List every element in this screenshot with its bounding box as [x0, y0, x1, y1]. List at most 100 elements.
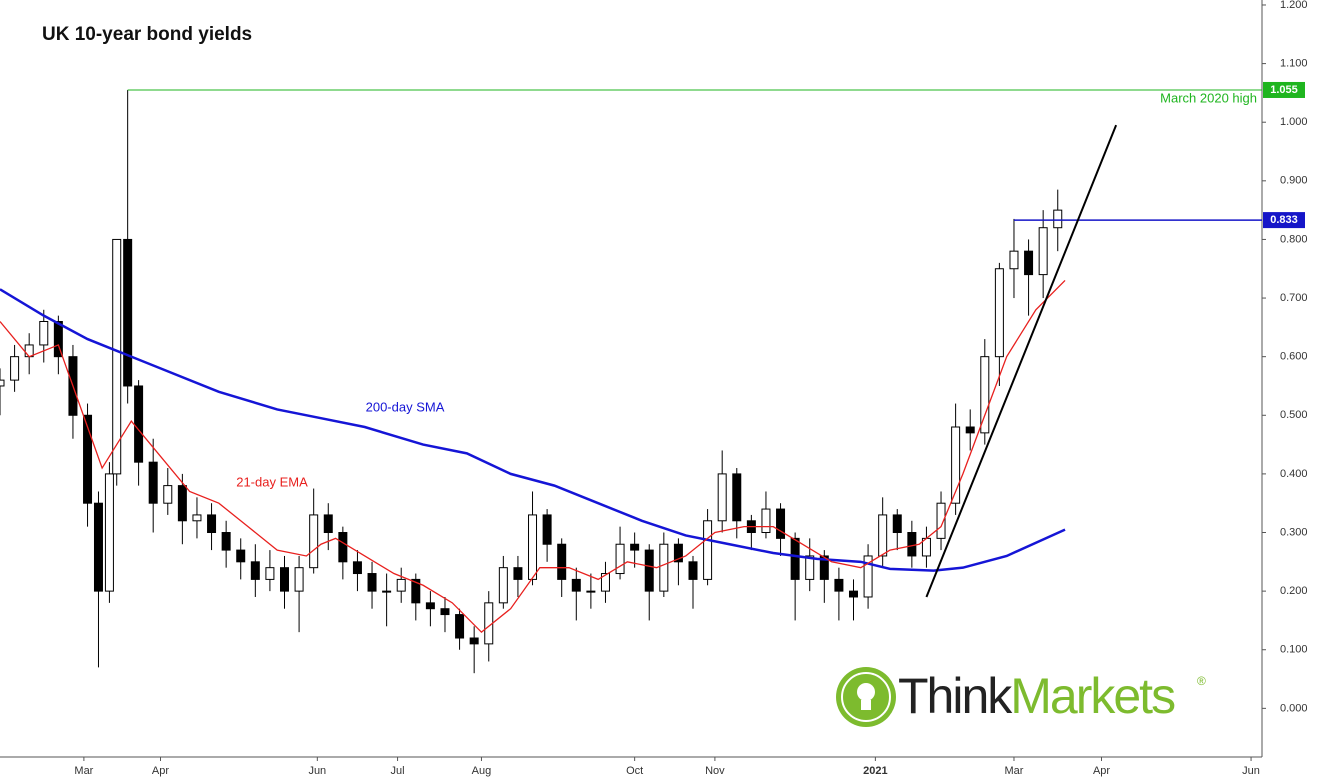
- logo-think: Think: [898, 668, 1013, 724]
- y-tick-label: 0.000: [1280, 702, 1308, 714]
- chart-title: UK 10-year bond yields: [42, 24, 252, 45]
- series-label: 200-day SMA: [366, 399, 445, 414]
- candle-body: [673, 543, 683, 563]
- candle-body: [1038, 227, 1048, 276]
- level-badge-label: 0.833: [1270, 214, 1298, 226]
- logo-icon: [836, 667, 896, 727]
- candle-body: [309, 514, 319, 569]
- candle-body: [440, 608, 450, 616]
- level-badge-label: 1.055: [1270, 84, 1298, 96]
- candle-body: [425, 602, 435, 610]
- logo-text: ThinkMarkets: [898, 668, 1175, 724]
- candle-body: [83, 414, 93, 504]
- y-tick-label: 1.000: [1280, 116, 1308, 128]
- y-tick-label: 0.700: [1280, 292, 1308, 304]
- candle-body: [863, 555, 873, 598]
- candle-body: [732, 473, 742, 522]
- candle-body: [294, 567, 304, 592]
- logo-mark: ®: [1197, 674, 1206, 688]
- x-tick-label: Apr: [152, 765, 169, 777]
- candle-body: [980, 356, 990, 434]
- x-tick-label: Jun: [308, 765, 326, 777]
- candle-body: [528, 514, 538, 580]
- candle-body: [951, 426, 961, 504]
- candle-body: [192, 514, 202, 522]
- x-tick-label: Apr: [1093, 765, 1110, 777]
- candle-body: [469, 637, 479, 645]
- candle-body: [1009, 250, 1019, 270]
- candle-body: [659, 543, 669, 592]
- candle-body: [338, 532, 348, 563]
- level-badge: [1263, 81, 1305, 98]
- candle-body: [586, 590, 596, 593]
- x-tick-label: 2021: [863, 765, 887, 777]
- candle-body: [207, 514, 217, 534]
- candle-body: [994, 268, 1004, 358]
- candle-body: [571, 578, 581, 592]
- x-tick-label: Mar: [1005, 765, 1024, 777]
- x-tick-label: Jun: [1242, 765, 1260, 777]
- y-tick-label: 1.100: [1280, 58, 1308, 70]
- candle-body: [352, 561, 362, 575]
- x-tick-label: Aug: [472, 765, 492, 777]
- candle-body: [382, 590, 392, 593]
- candle-body: [323, 514, 333, 534]
- series-label: 21-day EMA: [236, 474, 308, 489]
- candle-body: [513, 567, 523, 580]
- candle-body: [498, 567, 508, 604]
- candle-body: [39, 320, 49, 346]
- candle-body: [703, 520, 713, 580]
- candle-body: [557, 543, 567, 580]
- candle-body: [177, 485, 187, 522]
- x-tick-label: Nov: [705, 765, 725, 777]
- candle-body: [0, 379, 5, 387]
- candle-body: [644, 549, 654, 592]
- candle-body: [761, 508, 771, 534]
- candle-body: [93, 502, 103, 592]
- x-tick-label: Mar: [74, 765, 93, 777]
- x-tick-label: Jul: [391, 765, 405, 777]
- candle-body: [776, 508, 786, 539]
- candle-body: [104, 473, 114, 592]
- level-name: March 2020 high: [1160, 90, 1257, 105]
- candle-body: [688, 561, 698, 580]
- y-tick-label: 0.400: [1280, 468, 1308, 480]
- candle-body: [907, 532, 917, 557]
- y-tick-label: 0.300: [1280, 526, 1308, 538]
- candle-body: [396, 578, 406, 592]
- series-line: [0, 280, 1066, 634]
- x-tick-label: Oct: [626, 765, 643, 777]
- y-tick-label: 0.200: [1280, 585, 1308, 597]
- candle-body: [1053, 209, 1063, 229]
- candle-body: [600, 573, 610, 592]
- y-tick-label: 0.600: [1280, 351, 1308, 363]
- candle-body: [10, 356, 20, 381]
- candle-body: [411, 578, 421, 604]
- candle-body: [848, 590, 858, 598]
- y-tick-label: 0.100: [1280, 644, 1308, 656]
- candle-body: [163, 485, 173, 504]
- level-badge: [1263, 212, 1305, 229]
- y-tick-label: 0.500: [1280, 409, 1308, 421]
- candle-body: [123, 238, 133, 387]
- y-tick-label: 0.800: [1280, 233, 1308, 245]
- y-tick-label: 0.900: [1280, 175, 1308, 187]
- logo-markets: Markets: [1010, 668, 1175, 724]
- series-line: [0, 288, 1066, 572]
- candle-body: [221, 532, 231, 551]
- y-tick-label: 1.200: [1280, 0, 1308, 11]
- candle-body: [367, 573, 377, 592]
- candle-body: [455, 614, 465, 639]
- candle-body: [542, 514, 552, 545]
- trendline: [925, 124, 1118, 598]
- candle-body: [834, 578, 844, 592]
- candle-body: [53, 320, 63, 358]
- candle-body: [892, 514, 902, 534]
- candle-body: [819, 555, 829, 580]
- candle-body: [112, 238, 122, 475]
- candle-body: [805, 555, 815, 580]
- candle-body: [630, 543, 640, 551]
